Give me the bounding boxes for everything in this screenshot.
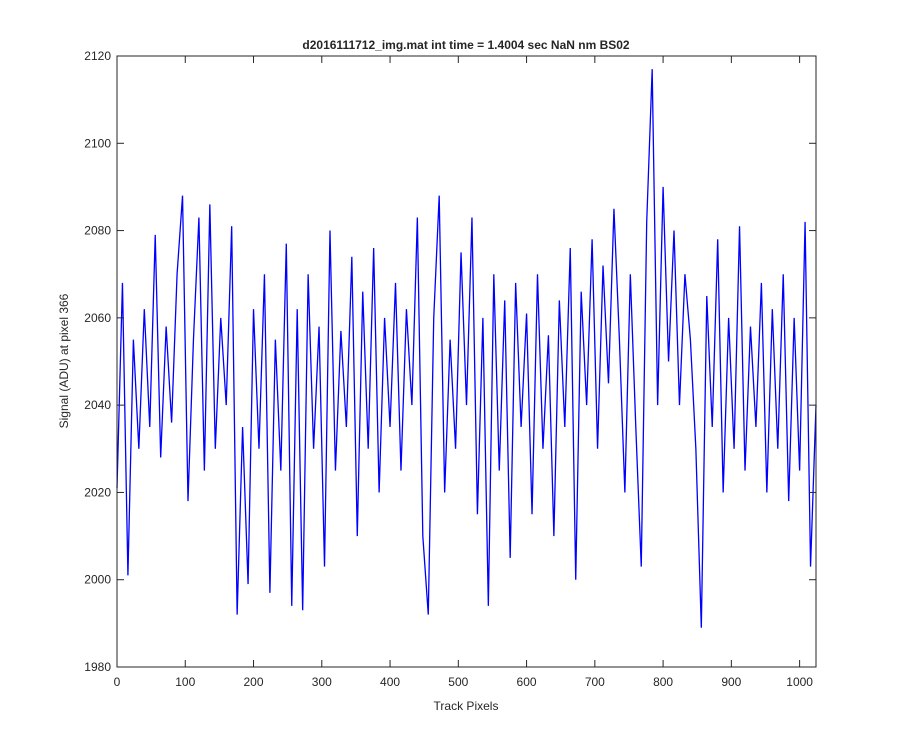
- x-tick-label: 500: [448, 675, 468, 689]
- x-tick-label: 900: [721, 675, 741, 689]
- x-tick-label: 600: [517, 675, 537, 689]
- y-tick-label: 2100: [84, 136, 111, 150]
- chart-title: d2016111712_img.mat int time = 1.4004 se…: [302, 38, 630, 52]
- data-line: [116, 69, 817, 628]
- x-tick-label: 700: [585, 675, 605, 689]
- x-tick-label: 300: [312, 675, 332, 689]
- plot-frame: [116, 55, 817, 668]
- x-tick-label: 1000: [786, 675, 813, 689]
- x-tick-label: 100: [175, 675, 195, 689]
- y-tick-label: 2040: [84, 398, 111, 412]
- y-tick-label: 2000: [84, 573, 111, 587]
- y-tick-label: 2060: [84, 311, 111, 325]
- y-tick-label: 2080: [84, 224, 111, 238]
- x-tick-label: 200: [244, 675, 264, 689]
- x-tick-label: 0: [114, 675, 121, 689]
- x-axis-label: Track Pixels: [434, 699, 499, 713]
- x-tick-label: 400: [380, 675, 400, 689]
- y-axis-label: Signal (ADU) at pixel 366: [57, 293, 71, 428]
- x-tick-label: 800: [653, 675, 673, 689]
- y-tick-label: 2120: [84, 49, 111, 63]
- y-tick-label: 1980: [84, 660, 111, 674]
- y-tick-label: 2020: [84, 485, 111, 499]
